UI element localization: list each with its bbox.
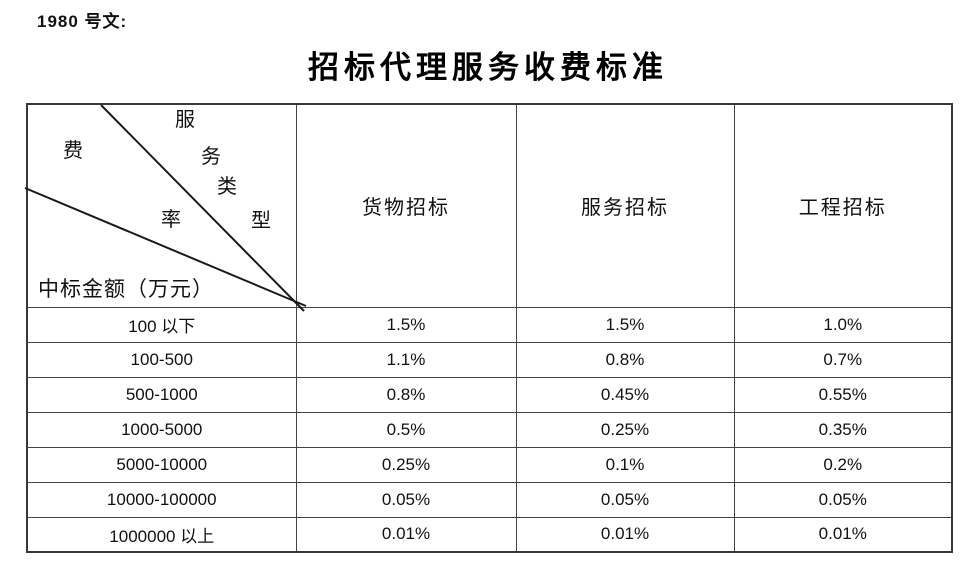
column-header-service-bidding: 服务招标	[515, 103, 735, 308]
rate-cell: 0.01%	[515, 516, 735, 553]
table-row: 100-500 1.1% 0.8% 0.7%	[26, 341, 953, 378]
corner-label-service-char: 类	[217, 176, 237, 198]
rate-cell: 0.01%	[733, 516, 953, 553]
table-header-row: 服 务 类 型 费 率 中标金额（万元） 货物招标 服务招标 工程招标	[24, 103, 953, 312]
column-header-engineering-bidding: 工程招标	[733, 103, 953, 308]
table-row: 1000-5000 0.5% 0.25% 0.35%	[26, 411, 953, 448]
rate-cell: 0.05%	[733, 481, 953, 518]
rate-cell: 1.5%	[295, 306, 517, 343]
rate-cell: 0.8%	[295, 376, 517, 413]
rate-cell: 1.1%	[295, 341, 517, 378]
rate-cell: 0.25%	[295, 446, 517, 483]
diagonal-divider-lines	[24, 104, 307, 312]
corner-label-service-char: 型	[251, 210, 271, 232]
corner-label-rate-char: 费	[63, 140, 83, 162]
rate-cell: 0.25%	[515, 411, 735, 448]
rate-cell: 0.05%	[515, 481, 735, 518]
table-row: 1000000 以上 0.01% 0.01% 0.01%	[26, 516, 953, 553]
rate-cell: 1.5%	[515, 306, 735, 343]
table-row: 500-1000 0.8% 0.45% 0.55%	[26, 376, 953, 413]
fee-standard-table: 服 务 类 型 费 率 中标金额（万元） 货物招标 服务招标 工程招标 100 …	[24, 103, 953, 553]
amount-range-cell: 100 以下	[26, 306, 297, 343]
rate-cell: 0.35%	[733, 411, 953, 448]
rate-cell: 0.01%	[295, 516, 517, 553]
amount-range-cell: 500-1000	[26, 376, 297, 413]
column-header-goods-bidding: 货物招标	[295, 103, 517, 308]
rate-cell: 0.8%	[515, 341, 735, 378]
rate-cell: 0.55%	[733, 376, 953, 413]
table-row: 5000-10000 0.25% 0.1% 0.2%	[26, 446, 953, 483]
rate-cell: 0.45%	[515, 376, 735, 413]
rate-cell: 0.5%	[295, 411, 517, 448]
document-number-label: 1980 号文:	[37, 12, 128, 31]
corner-label-service-char: 服	[175, 109, 195, 131]
diagonal-corner-cell: 服 务 类 型 费 率 中标金额（万元）	[24, 103, 307, 312]
rate-cell: 0.7%	[733, 341, 953, 378]
amount-range-cell: 5000-10000	[26, 446, 297, 483]
table-row: 10000-100000 0.05% 0.05% 0.05%	[26, 481, 953, 518]
page-title: 招标代理服务收费标准	[308, 50, 668, 85]
amount-range-cell: 1000000 以上	[26, 516, 297, 553]
amount-range-cell: 10000-100000	[26, 481, 297, 518]
row-axis-label: 中标金额（万元）	[38, 277, 214, 301]
amount-range-cell: 100-500	[26, 341, 297, 378]
corner-label-rate-char: 率	[161, 209, 181, 231]
rate-cell: 1.0%	[733, 306, 953, 343]
table-row: 100 以下 1.5% 1.5% 1.0%	[26, 306, 953, 343]
rate-cell: 0.2%	[733, 446, 953, 483]
rate-cell: 0.1%	[515, 446, 735, 483]
amount-range-cell: 1000-5000	[26, 411, 297, 448]
corner-label-service-char: 务	[201, 146, 221, 168]
rate-cell: 0.05%	[295, 481, 517, 518]
